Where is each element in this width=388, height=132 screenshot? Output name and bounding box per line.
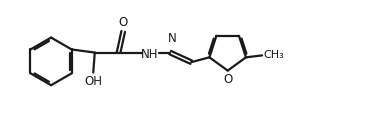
Text: O: O bbox=[119, 16, 128, 29]
Text: N: N bbox=[168, 32, 177, 45]
Text: CH₃: CH₃ bbox=[263, 50, 284, 60]
Text: OH: OH bbox=[84, 75, 102, 88]
Text: NH: NH bbox=[141, 48, 159, 61]
Text: O: O bbox=[223, 73, 232, 86]
